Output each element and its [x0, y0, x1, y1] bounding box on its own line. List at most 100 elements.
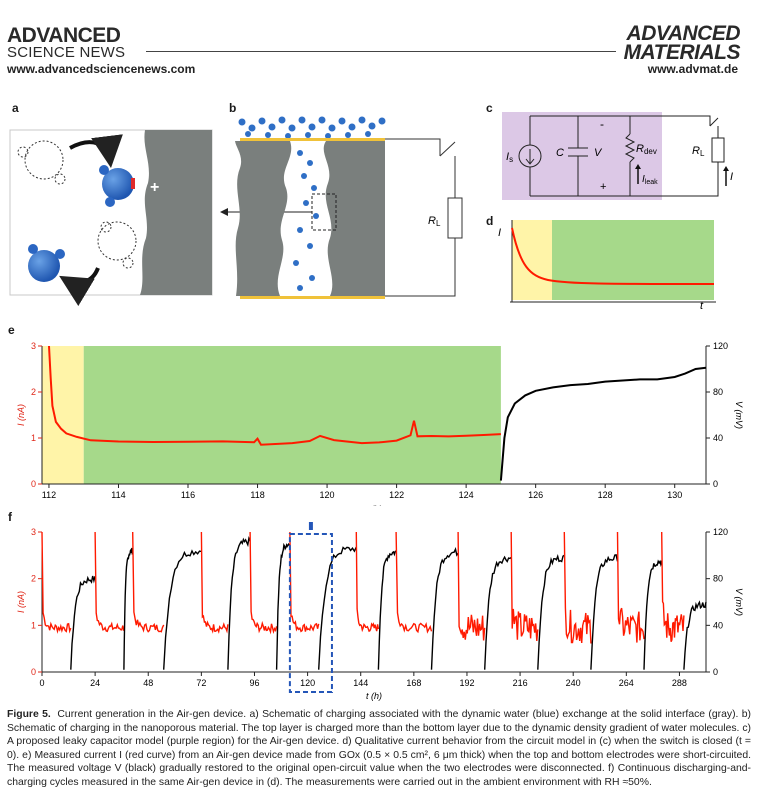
f-x-tick-label: 288 — [672, 678, 687, 688]
journal-name-line2: MATERIALS — [623, 41, 741, 64]
right-url[interactable]: www.advmat.de — [647, 62, 738, 76]
panel-label-c: c — [486, 101, 493, 115]
zoom-box — [311, 193, 337, 231]
e-yr-tick-label: 120 — [713, 341, 728, 351]
panel-b-water-cloud — [238, 116, 386, 139]
chart-e: 112 114 116 118 120 122 124 126 128 130 0 1 2 3 0 40 80 1… — [16, 341, 744, 506]
capacitor-label: C — [556, 147, 564, 159]
d-current-curve — [511, 227, 715, 285]
f-current-segment — [94, 531, 125, 633]
rdev-label: Rdev — [636, 143, 657, 156]
f-voltage-segment — [683, 600, 707, 670]
f-yr-tick-label: 40 — [713, 620, 723, 630]
e-x-tick-label: 122 — [389, 490, 404, 500]
f-current-segment — [249, 531, 278, 635]
e-x-tick-label: 128 — [598, 490, 613, 500]
figure-caption: Figure 5. Current generation in the Air-… — [7, 708, 751, 796]
f-voltage-segment — [227, 535, 251, 670]
e-yl-tick-label: 2 — [31, 387, 36, 397]
source-label: Is — [506, 151, 513, 164]
f-current-segment — [200, 531, 229, 634]
f-x-tick-label: 264 — [619, 678, 634, 688]
f-current-segment — [616, 531, 645, 643]
d-xlabel: t — [700, 300, 704, 310]
panel-b-pore-water — [293, 150, 319, 291]
e-x-tick-label: 126 — [528, 490, 543, 500]
d-charge-phase — [512, 220, 552, 300]
e-phase-charging — [42, 346, 84, 484]
voltage-label: V — [594, 147, 603, 159]
schematic-ab: + — [9, 116, 463, 307]
e-x-tick-label: 130 — [667, 490, 682, 500]
f-voltage-segment — [590, 553, 619, 670]
f-x-tick-label: 0 — [39, 678, 44, 688]
d-ylabel: I — [498, 227, 501, 239]
f-voltage-segment — [377, 550, 397, 670]
f-x-tick-label: 216 — [513, 678, 528, 688]
f-yr-tick-label: 80 — [713, 574, 723, 584]
bottom-electrode — [240, 296, 385, 299]
e-current-series — [48, 345, 501, 446]
circuit-model: Is C V - + Rdev Ileak RL I — [502, 112, 733, 200]
rl-label: RL — [692, 145, 705, 158]
panel-label-d: d — [486, 214, 494, 228]
f-current-segment — [563, 531, 592, 644]
f-yr-tick-label: 120 — [713, 527, 728, 537]
dashed-molecule-top — [17, 140, 66, 185]
f-yl-tick-label: 1 — [31, 620, 36, 630]
f-current-segment — [289, 531, 320, 633]
f-voltage-segment — [484, 555, 512, 670]
e-ylabel-right: V (mV) — [734, 401, 744, 429]
f-yl-tick-label: 2 — [31, 574, 36, 584]
e-x-tick-label: 124 — [459, 490, 474, 500]
publisher-subtitle: SCIENCE NEWS — [7, 44, 126, 61]
caption-text: Current generation in the Air-gen device… — [7, 709, 751, 788]
pore-wall-left — [235, 141, 292, 296]
f-yl-tick-label: 0 — [31, 667, 36, 677]
f-x-tick-label: 144 — [353, 678, 368, 688]
e-yr-tick-label: 40 — [713, 433, 723, 443]
f-x-tick-label: 48 — [143, 678, 153, 688]
f-x-tick-label: 72 — [196, 678, 206, 688]
left-url[interactable]: www.advancedsciencenews.com — [7, 62, 196, 76]
f-current-segment — [41, 531, 72, 634]
panel-b-circuit — [385, 138, 463, 297]
e-yr-tick-label: 0 — [713, 479, 718, 489]
e-xlabel: t (h) — [366, 504, 382, 506]
panel-label-b: b — [229, 101, 237, 115]
positive-charge-sign: + — [150, 179, 159, 196]
figure-label: Figure 5. — [7, 709, 51, 720]
qualitative-current-chart: I t — [498, 220, 716, 310]
e-yl-tick-label: 1 — [31, 433, 36, 443]
publisher-logo-left: ADVANCED SCIENCE NEWS — [7, 24, 126, 61]
f-yr-tick-label: 0 — [713, 667, 718, 677]
f-voltage-segment — [275, 542, 291, 670]
journal-name-line1: ADVANCED — [626, 22, 741, 45]
dashed-molecule-bottom — [97, 221, 137, 269]
e-x-tick-label: 120 — [320, 490, 335, 500]
f-ylabel-left: I (nA) — [16, 591, 26, 613]
f-voltage-segment — [643, 559, 663, 670]
e-yl-tick-label: 3 — [31, 341, 36, 351]
ileak-label: Ileak — [642, 174, 658, 186]
panel-label-f: f — [8, 510, 12, 524]
load-current-label: I — [730, 171, 733, 183]
f-xlabel: t (h) — [366, 691, 382, 701]
publisher-name: ADVANCED — [7, 24, 121, 47]
adsorption-arrow — [69, 134, 123, 168]
minus-sign: - — [600, 117, 604, 131]
f-highlight-box — [288, 533, 333, 693]
f-current-segment — [510, 531, 539, 642]
f-x-tick-label: 240 — [566, 678, 581, 688]
f-x-tick-label: 192 — [459, 678, 474, 688]
f-current-segment — [661, 531, 685, 642]
journal-logo-right: ADVANCED MATERIALS — [622, 22, 741, 64]
f-x-tick-label: 96 — [249, 678, 259, 688]
e-yr-tick-label: 80 — [713, 387, 723, 397]
e-phase-steady — [83, 346, 501, 484]
e-x-tick-label: 118 — [250, 490, 264, 500]
e-x-tick-label: 116 — [181, 490, 195, 500]
chart-f: 0 24 48 72 96 120 144 168 192 216 240 264 288 0 1 2 3 0 40… — [16, 522, 744, 701]
e-x-tick-label: 112 — [42, 490, 56, 500]
f-current-segment — [355, 531, 380, 633]
